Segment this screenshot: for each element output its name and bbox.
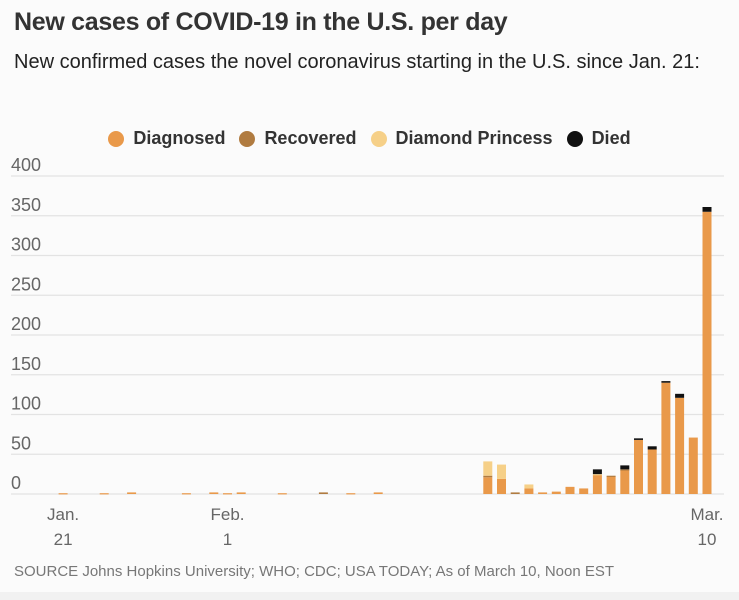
bar-segment-diagnosed xyxy=(346,493,356,495)
x-tick-label-day: 10 xyxy=(698,530,717,549)
bar-segment-recovered xyxy=(318,492,328,494)
bar-segment-died xyxy=(702,207,712,212)
legend-swatch xyxy=(370,130,387,147)
bar-segment-recovered xyxy=(510,492,520,494)
legend-swatch xyxy=(108,130,125,147)
legend-swatch xyxy=(566,130,583,147)
bar-segment-diamond-princess xyxy=(524,484,534,489)
bar-segment-diamond-princess xyxy=(497,464,506,479)
y-tick-label: 250 xyxy=(11,274,41,294)
legend-item-diagnosed: Diagnosed xyxy=(108,128,225,149)
footer-band xyxy=(0,592,739,600)
chart-plot: 0 50 100 150 200 250 300 350 400 Jan. 21 Feb. 1 Mar. 1… xyxy=(11,155,724,549)
bar-segment-diagnosed xyxy=(99,493,109,495)
bar-segment-died xyxy=(592,469,602,475)
bar-segment-diagnosed xyxy=(497,478,506,494)
y-tick-label: 400 xyxy=(11,155,41,175)
bar-segment-recovered xyxy=(620,469,630,471)
x-tick-label-day: 1 xyxy=(223,530,232,549)
bar-segment-diagnosed xyxy=(592,474,602,494)
bar-segment-diagnosed xyxy=(209,492,219,494)
y-tick-label: 0 xyxy=(11,473,21,493)
bar-segment-diagnosed xyxy=(538,492,548,494)
x-tick-label-day: 21 xyxy=(54,530,73,549)
y-tick-label: 100 xyxy=(11,394,41,414)
legend-item-diamond-princess: Diamond Princess xyxy=(370,128,553,149)
x-tick-label-month: Jan. xyxy=(47,505,79,524)
y-tick-label: 300 xyxy=(11,235,41,255)
y-tick-label: 150 xyxy=(11,354,41,374)
legend-label: Recovered xyxy=(264,128,357,148)
bar-segment-diagnosed xyxy=(277,493,287,495)
bar-segment-diagnosed xyxy=(483,477,493,494)
y-tick-label: 50 xyxy=(11,433,31,453)
bar-segment-diagnosed xyxy=(702,211,712,494)
bar-segment-diagnosed xyxy=(524,488,534,494)
bar-segment-diamond-princess xyxy=(592,474,602,476)
legend-swatch xyxy=(239,130,256,147)
bar-segment-diagnosed xyxy=(606,476,616,494)
source-note: SOURCE Johns Hopkins University; WHO; CD… xyxy=(14,563,615,580)
bar-segment-diagnosed xyxy=(647,449,657,494)
bar-segment-diagnosed xyxy=(620,470,630,494)
bar-segment-recovered xyxy=(606,475,616,477)
bar-segment-diagnosed xyxy=(236,492,246,494)
bar-segment-diagnosed xyxy=(579,488,589,494)
y-tick-label: 350 xyxy=(11,195,41,215)
bar-segment-diagnosed xyxy=(223,493,232,495)
legend-label: Diamond Princess xyxy=(395,128,553,148)
x-tick-label-month: Feb. xyxy=(210,505,244,524)
bar-segment-diagnosed xyxy=(675,397,685,494)
bar-segment-recovered xyxy=(483,475,493,478)
legend-label: Diagnosed xyxy=(133,128,226,148)
x-tick-label-month: Mar. xyxy=(690,505,723,524)
chart-subtitle: New confirmed cases the novel coronaviru… xyxy=(14,51,700,73)
bar-segment-diagnosed xyxy=(565,486,575,494)
bar-segment-diagnosed xyxy=(661,382,671,494)
legend: Diagnosed Recovered Diamond Princess Died xyxy=(0,128,739,149)
bar-segment-died xyxy=(634,438,643,440)
bar-segment-diagnosed xyxy=(127,492,137,494)
bar-segment-diagnosed xyxy=(181,493,191,495)
chart-title: New cases of COVID-19 in the U.S. per da… xyxy=(14,8,508,36)
legend-label: Died xyxy=(591,128,631,148)
bar-segment-died xyxy=(647,446,657,450)
legend-item-died: Died xyxy=(566,128,631,149)
bar-segment-diagnosed xyxy=(373,492,383,494)
bar-segment-diagnosed xyxy=(634,439,643,494)
bar-segment-died xyxy=(661,381,671,383)
bar-segment-diamond-princess xyxy=(483,461,493,476)
bar-segment-diagnosed xyxy=(58,493,68,495)
y-tick-label: 200 xyxy=(11,314,41,334)
bar-segment-died xyxy=(675,393,685,398)
legend-item-recovered: Recovered xyxy=(239,128,357,149)
bar-segment-diagnosed xyxy=(688,437,698,494)
bar-segment-died xyxy=(620,465,630,470)
bar-segment-diagnosed xyxy=(551,491,561,494)
